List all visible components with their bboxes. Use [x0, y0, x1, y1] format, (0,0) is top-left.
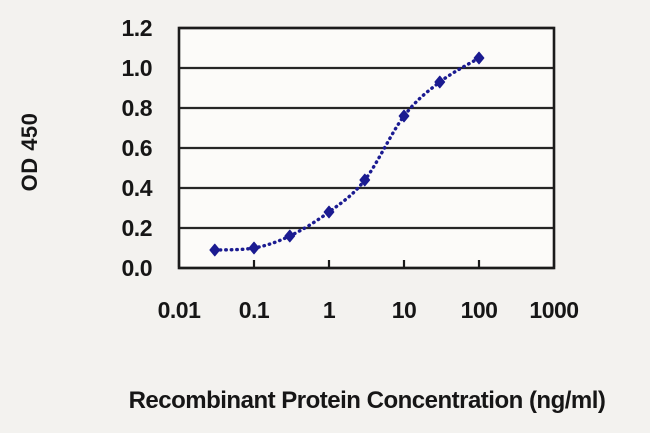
x-tick-label: 1000 — [529, 297, 579, 323]
data-point-marker — [248, 241, 260, 255]
data-point-marker — [473, 51, 485, 65]
x-tick-label: 0.01 — [157, 297, 201, 323]
data-point-marker — [359, 173, 371, 187]
data-point-marker — [398, 109, 410, 123]
x-tick-label: 0.1 — [238, 297, 270, 323]
y-axis-title: OD 450 — [17, 112, 42, 192]
y-tick-label: 1.2 — [121, 15, 153, 41]
y-tick-label: 0.8 — [121, 95, 153, 121]
x-tick-label: 100 — [460, 297, 498, 323]
data-point-marker — [323, 205, 335, 219]
x-tick-label: 10 — [391, 297, 417, 323]
x-axis-title: Recombinant Protein Concentration (ng/ml… — [128, 387, 606, 414]
y-tick-label: 0.2 — [121, 215, 153, 241]
y-tick-label: 0.0 — [121, 255, 153, 281]
y-tick-label: 0.4 — [121, 175, 153, 201]
data-point-marker — [284, 229, 296, 243]
x-tick-label: 1 — [322, 297, 336, 323]
y-tick-label: 0.6 — [121, 135, 153, 161]
data-point-marker — [209, 243, 221, 257]
data-point-marker — [434, 75, 446, 89]
y-tick-label: 1.0 — [121, 55, 153, 81]
plot-border — [177, 26, 556, 270]
